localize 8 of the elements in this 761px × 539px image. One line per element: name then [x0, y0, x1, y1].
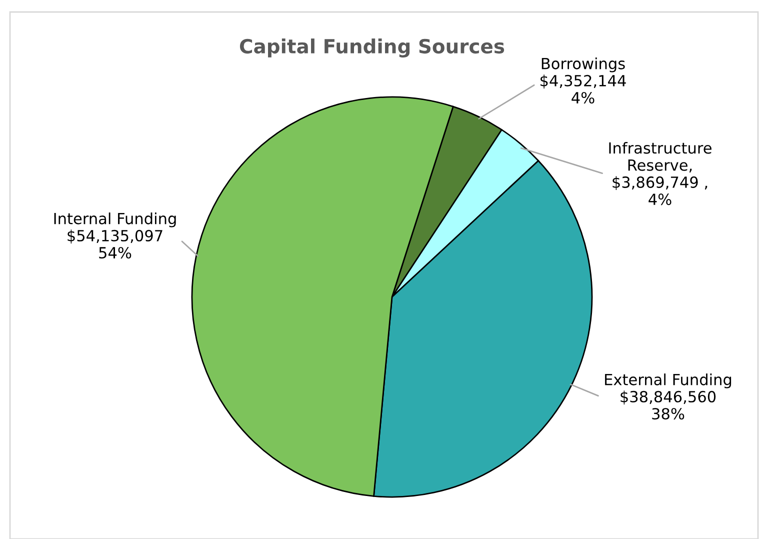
chart-title: Capital Funding Sources — [240, 38, 504, 58]
slice-label: Infrastructure Reserve, $3,869,749 , 4% — [609, 142, 712, 206]
data-label: $38,846,560 38% — [620, 390, 716, 420]
data-label: $54,135,097 54% — [68, 230, 162, 259]
slice-label: Borrowings — [542, 58, 625, 72]
data-label: $4,352,144 4% — [540, 74, 626, 104]
slice-label: Internal Funding — [54, 212, 176, 228]
slice-label: External Funding — [605, 374, 732, 388]
